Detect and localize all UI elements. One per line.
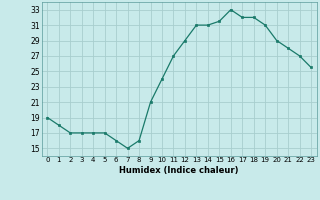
X-axis label: Humidex (Indice chaleur): Humidex (Indice chaleur) bbox=[119, 166, 239, 175]
